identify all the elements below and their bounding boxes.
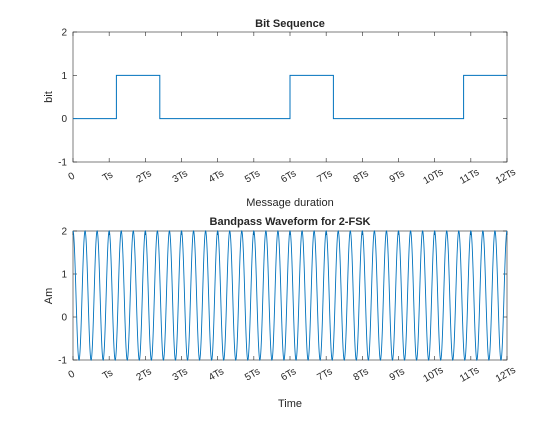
bit-sequence-line <box>73 74 507 120</box>
fsk-waveform-xtick-label: 12Ts <box>494 365 518 385</box>
fsk-waveform-xtick-label: 0 <box>67 368 78 381</box>
fsk-waveform-xtick-label: 5Ts <box>243 366 262 383</box>
fsk-waveform-xtick-label: 10Ts <box>422 365 446 385</box>
fsk-waveform-xtick-label: 11Ts <box>458 365 481 385</box>
fsk-waveform-axes: Bandpass Waveform for 2-FSK Time Am 0 Ts 2… <box>43 216 518 410</box>
bit-sequence-xtick-label: 5Ts <box>243 168 262 185</box>
fsk-waveform-xtick-label: 6Ts <box>279 366 298 383</box>
bit-sequence-xlabel: Message duration <box>246 197 333 209</box>
bit-sequence-xtick-label: 7Ts <box>315 168 334 185</box>
bit-sequence-xtick-label: 6Ts <box>279 168 298 185</box>
bit-sequence-xtick-label: 12Ts <box>494 167 518 187</box>
fsk-waveform-line <box>72 229 508 362</box>
bit-sequence-ylabel: bit <box>43 91 55 103</box>
bit-sequence-xtick-label: 0 <box>67 170 78 183</box>
fsk-waveform-xlabel: Time <box>278 398 302 410</box>
bit-sequence-xtick-label: 11Ts <box>458 167 481 187</box>
bit-sequence-xtick-label: 10Ts <box>422 167 446 187</box>
fsk-waveform-ylabel: Am <box>43 288 55 305</box>
bit-sequence-xtick-label: 2Ts <box>135 168 154 185</box>
fsk-waveform-ytick-label: 1 <box>61 270 67 281</box>
fsk-waveform-ytick-label: 0 <box>61 313 67 324</box>
bit-sequence-ytick-label: 2 <box>61 28 67 39</box>
bit-sequence-xtick-label: 3Ts <box>171 168 190 185</box>
bit-sequence-xtick-label: 9Ts <box>388 168 407 185</box>
bit-sequence-ytick-label: -1 <box>58 158 67 169</box>
fsk-waveform-plot-area <box>72 230 508 361</box>
fsk-waveform-xtick-label: 8Ts <box>352 366 371 383</box>
bit-sequence-ytick-label: 1 <box>61 71 67 82</box>
fsk-waveform-xtick-label: 7Ts <box>315 366 334 383</box>
fsk-waveform-xtick-label: 3Ts <box>171 366 190 383</box>
bit-sequence-axes: Bit Sequence Message duration bit 0 Ts 2Ts… <box>43 18 518 209</box>
bit-sequence-xtick-label: 8Ts <box>352 168 371 185</box>
bit-sequence-xtick-label: Ts <box>101 170 115 185</box>
fsk-waveform-ytick-label: 2 <box>61 227 67 238</box>
fsk-waveform-xtick-label: 2Ts <box>135 366 154 383</box>
fsk-waveform-ytick-label: -1 <box>58 356 67 367</box>
bit-sequence-ytick-label: 0 <box>61 114 67 125</box>
fsk-waveform-title: Bandpass Waveform for 2-FSK <box>210 216 371 228</box>
fsk-waveform-xtick-label: Ts <box>101 368 115 383</box>
fsk-waveform-xtick-label: 9Ts <box>388 366 407 383</box>
fsk-waveform-xtick-label: 4Ts <box>207 366 226 383</box>
bit-sequence-title: Bit Sequence <box>255 18 325 30</box>
bit-sequence-xtick-label: 4Ts <box>207 168 226 185</box>
